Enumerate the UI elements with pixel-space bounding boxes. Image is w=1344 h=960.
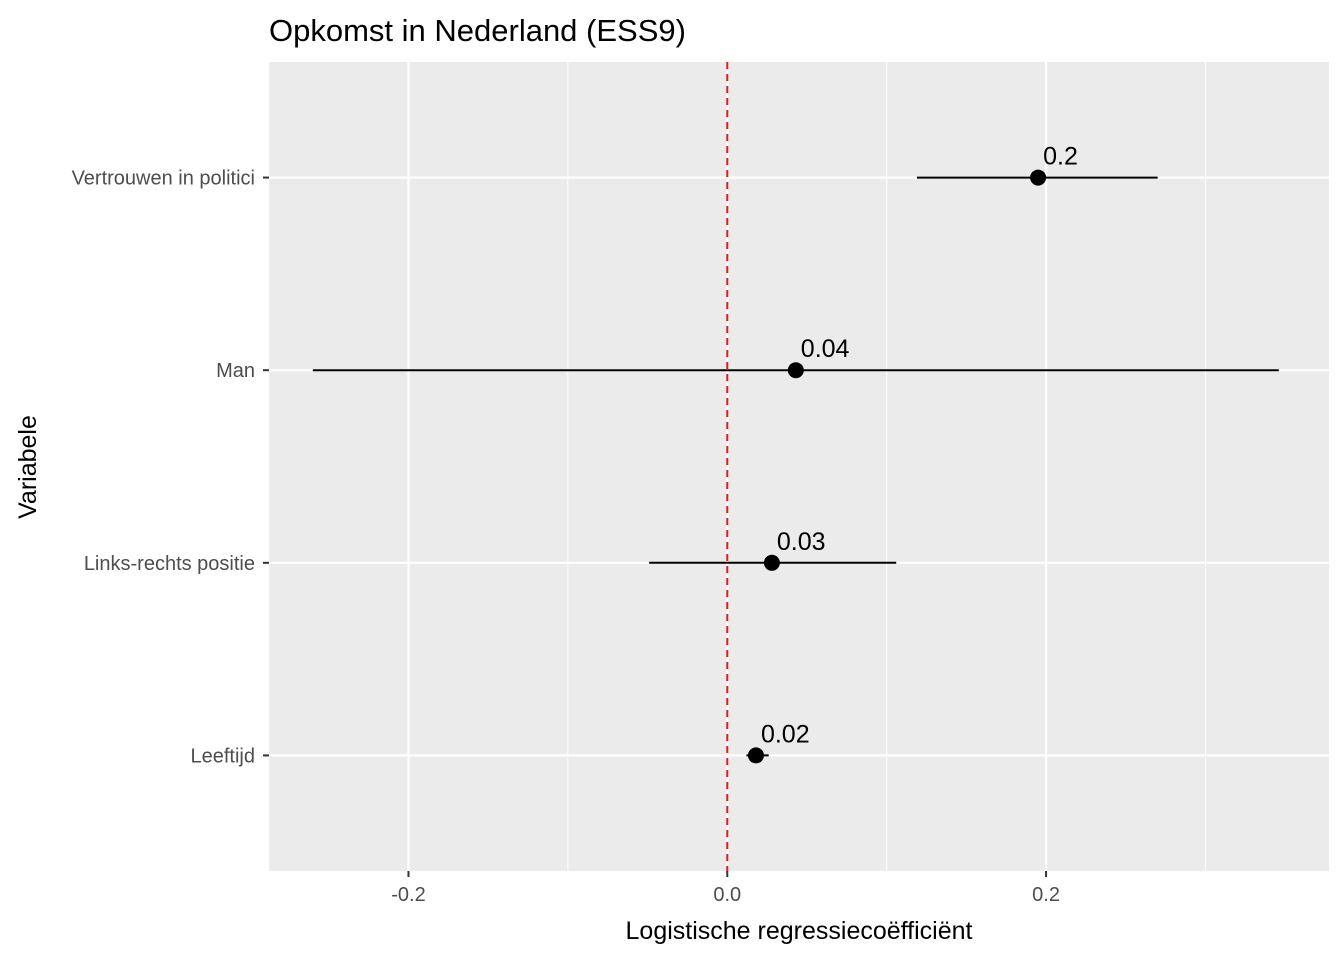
estimate-point	[763, 554, 780, 571]
x-axis: -0.2 0.0 0.2	[391, 871, 1060, 906]
x-tick-label: 0.0	[713, 884, 741, 906]
data-label: 0.04	[801, 335, 850, 363]
estimate-point	[787, 362, 804, 379]
chart-title: Opkomst in Nederland (ESS9)	[269, 13, 686, 48]
y-tick-label: Leeftijd	[191, 745, 256, 767]
y-tick-label: Links-rechts positie	[84, 553, 255, 575]
y-axis-title: Variabele	[14, 415, 42, 519]
plot-panel	[269, 62, 1329, 871]
estimate-point	[747, 747, 764, 764]
data-label: 0.03	[777, 528, 826, 556]
x-axis-title: Logistische regressiecoëfficiënt	[626, 917, 973, 945]
estimate-point	[1030, 169, 1047, 186]
minor-gridlines	[567, 62, 1206, 871]
data-label: 0.02	[761, 720, 810, 748]
y-tick-label: Vertrouwen in politici	[72, 168, 255, 190]
y-axis: Vertrouwen in politici Man Links-rechts po…	[72, 168, 269, 767]
y-tick-label: Man	[216, 360, 255, 382]
data-marks: 0.2 0.04 0.03 0.02	[312, 143, 1279, 764]
x-tick-label: -0.2	[391, 884, 425, 906]
data-label: 0.2	[1043, 143, 1078, 171]
x-tick-label: 0.2	[1032, 884, 1060, 906]
